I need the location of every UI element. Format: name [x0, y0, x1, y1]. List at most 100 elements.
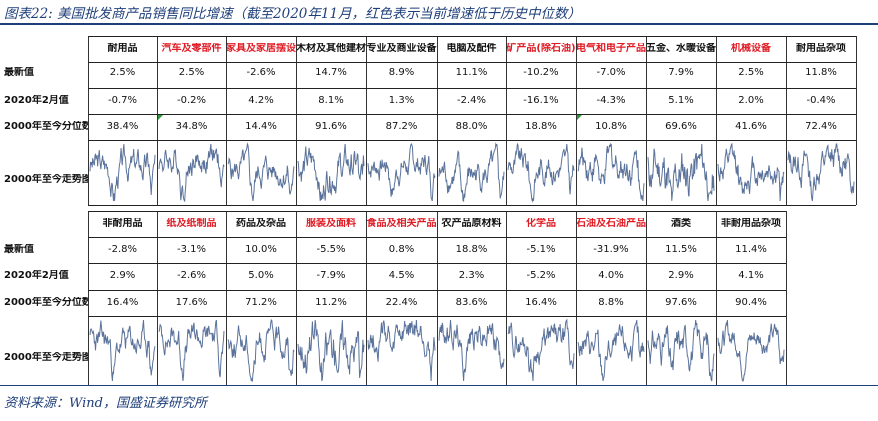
row-label-pct: 2000年至今分位数 [4, 297, 88, 308]
trend-line [367, 319, 436, 382]
value-percentile: 8.8% [598, 297, 624, 308]
column-header: 五金、水暖设备 [646, 43, 716, 54]
column-header: 机械设备 [731, 43, 771, 54]
trend-sparkline [647, 319, 715, 382]
value-percentile: 14.4% [245, 121, 277, 132]
column-header: 化学品 [526, 218, 556, 229]
row-label-latest: 最新值 [4, 244, 34, 255]
trend-sparkline [158, 143, 225, 203]
column-divider [226, 211, 227, 385]
value-latest: 2.5% [738, 67, 764, 78]
column-divider [786, 36, 787, 205]
row-divider [88, 205, 856, 206]
row-divider [88, 237, 786, 238]
value-feb2020: 2.0% [738, 95, 764, 106]
trend-sparkline [227, 142, 295, 202]
column-divider [856, 36, 857, 205]
value-feb2020: -16.1% [523, 95, 559, 106]
trend-line [717, 319, 785, 382]
value-latest: 8.9% [388, 67, 415, 78]
title-rule [0, 23, 878, 25]
column-divider [296, 211, 297, 385]
value-feb2020: -0.7% [107, 95, 137, 106]
column-divider [437, 211, 438, 385]
cell-flag-mark [158, 115, 163, 120]
value-latest: 10.0% [245, 244, 277, 255]
value-percentile: 34.8% [175, 121, 208, 132]
trend-sparkline [438, 319, 505, 382]
value-feb2020: -5.2% [526, 270, 556, 281]
row-divider [88, 290, 786, 291]
trend-sparkline [507, 142, 575, 203]
trend-sparkline [717, 142, 785, 202]
trend-line [507, 318, 575, 382]
value-percentile: 38.4% [106, 121, 139, 132]
trend-line [89, 143, 156, 202]
value-feb2020: 8.1% [318, 95, 344, 106]
column-header: 汽车及零部件 [161, 43, 222, 54]
trend-sparkline [89, 319, 156, 382]
value-latest: 2.5% [178, 67, 205, 78]
column-divider [226, 36, 227, 205]
column-divider [646, 211, 647, 385]
column-divider [157, 36, 158, 205]
value-percentile: 71.2% [245, 297, 277, 308]
trend-sparkline [717, 319, 785, 382]
column-divider [296, 36, 297, 205]
column-header: 石油及石油产品 [576, 218, 646, 229]
column-divider [716, 36, 717, 205]
value-feb2020: -0.2% [176, 95, 206, 106]
trend-sparkline [438, 142, 505, 203]
value-percentile: 16.4% [106, 297, 139, 308]
column-header: 电气和电子产品 [576, 43, 646, 54]
column-divider [646, 36, 647, 205]
value-feb2020: 4.0% [598, 270, 624, 281]
row-label-trend: 2000年至今走势图 [4, 173, 88, 185]
column-header: 食品及相关产品 [366, 218, 437, 229]
value-latest: -31.9% [593, 244, 629, 255]
column-header: 电脑及配件 [446, 43, 497, 54]
trend-sparkline [227, 319, 295, 383]
trend-line [297, 319, 365, 382]
trend-line [438, 319, 505, 382]
trend-line [367, 143, 436, 202]
trend-line [577, 143, 645, 202]
trend-sparkline [89, 143, 156, 202]
value-feb2020: 2.3% [458, 270, 485, 281]
value-percentile: 87.2% [385, 121, 418, 132]
trend-sparkline [158, 319, 225, 382]
column-header: 家具及家居摆设 [226, 43, 296, 54]
value-latest: -2.8% [107, 244, 137, 255]
value-feb2020: -7.9% [316, 270, 346, 281]
value-feb2020: 4.5% [388, 270, 415, 281]
value-feb2020: -0.4% [806, 95, 836, 106]
value-percentile: 22.4% [385, 297, 418, 308]
value-feb2020: 4.2% [248, 95, 274, 106]
trend-sparkline [577, 319, 645, 382]
column-divider [716, 211, 717, 385]
trend-line [297, 143, 365, 202]
row-label-latest: 最新值 [4, 67, 34, 78]
row-label-pct: 2000年至今分位数 [4, 121, 88, 132]
trend-sparkline [577, 143, 645, 202]
trend-sparkline [367, 319, 436, 382]
value-percentile: 11.2% [315, 297, 347, 308]
value-feb2020: 4.1% [738, 270, 764, 281]
column-header: 耐用品杂项 [796, 43, 846, 54]
value-latest: 11.5% [665, 244, 697, 255]
trend-line [438, 142, 505, 203]
column-header: 药品及杂品 [236, 218, 286, 229]
trend-line [647, 143, 715, 202]
trend-line [717, 142, 785, 202]
column-divider [506, 36, 507, 205]
value-percentile: 90.4% [735, 297, 767, 308]
value-latest: 7.9% [668, 67, 694, 78]
value-percentile: 83.6% [455, 297, 488, 308]
row-divider [88, 114, 856, 115]
row-divider [88, 211, 786, 212]
trend-sparkline [367, 143, 436, 202]
column-divider [88, 211, 89, 385]
trend-sparkline [297, 319, 365, 382]
row-label-feb2020: 2020年2月值 [4, 95, 69, 106]
trend-line [158, 143, 225, 203]
